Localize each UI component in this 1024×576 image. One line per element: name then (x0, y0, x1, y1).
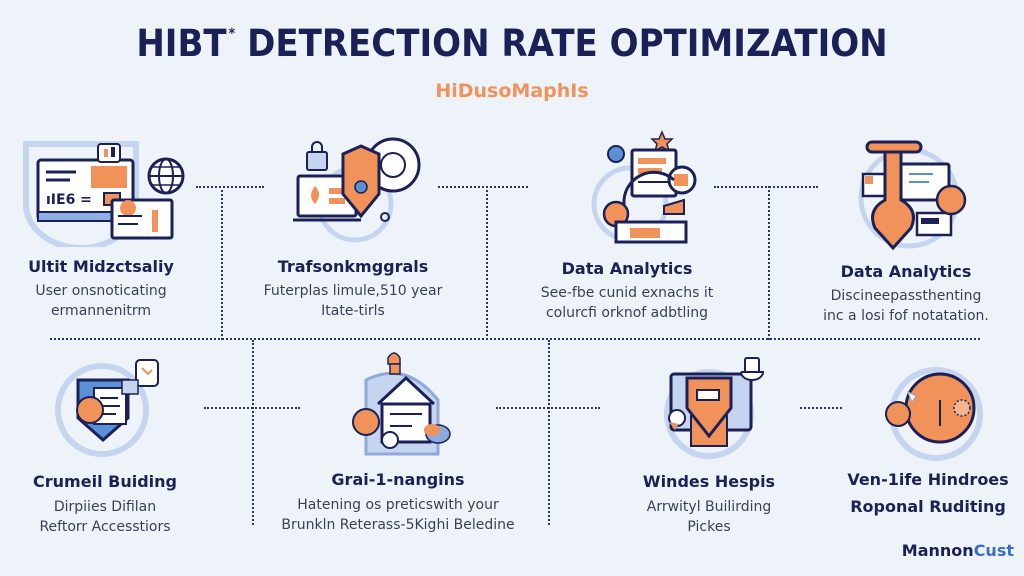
card-desc: Discineepassthenting (830, 288, 982, 304)
card-desc: Arrwityl Builirding (646, 499, 772, 515)
brand-logo: MannonCust (902, 541, 1014, 560)
card-desc: Futerplas limule,510 year (263, 283, 443, 299)
card-heading: Crumeil Buiding (33, 472, 177, 491)
card-desc: User onsnoticating (35, 283, 167, 299)
connector-line (768, 186, 770, 340)
svg-text:ıIE6 =: ıIE6 = (46, 192, 92, 208)
card-heading: Trafsonkmggrals (277, 257, 429, 276)
connector-line (196, 186, 264, 188)
location-pin-screen-icon (649, 356, 769, 460)
title-prefix: HIBT (136, 22, 227, 65)
card-desc: Brunkln Reterass-5Kighi Beledine (281, 517, 515, 533)
feature-card: Crumeil Buiding Dirpiies Difilan Reftorr… (10, 358, 200, 537)
subtitle: HiDusoMaphIs (435, 80, 589, 102)
card-heading: Data Analytics (561, 259, 693, 278)
card-desc: ermannenitrm (50, 303, 152, 319)
connector-line (714, 186, 818, 188)
feature-card: Ven-1ife Hindroes Roponal Ruditing (840, 362, 1016, 516)
card-heading: Windes Hespis (642, 472, 776, 491)
card-desc: inc a losi fof notatation. (823, 308, 989, 324)
card-heading: Data Analytics (840, 262, 972, 281)
feature-card: Data Analytics Discineepassthenting inc … (808, 138, 1004, 326)
shield-laptop-lock-icon (273, 132, 433, 247)
connector-line (438, 186, 528, 188)
monitor-dashboard-globe-icon: ıIE6 = (16, 132, 186, 251)
connector-line (496, 407, 600, 409)
brand-accent: Cust (973, 541, 1014, 560)
connector-line (252, 340, 254, 525)
connector-line (50, 338, 980, 340)
card-heading: Ven-1ife Hindroes (847, 470, 1009, 489)
card-heading: Grai-1-nangins (331, 470, 465, 489)
card-desc: Dirpiies Difilan (53, 499, 157, 515)
data-analytics-report-icon (552, 122, 702, 247)
connector-line (800, 407, 842, 409)
feature-card: Grai-1-nangins Hatening os preticswith y… (258, 348, 538, 535)
house-blueprint-icon (328, 348, 468, 460)
card-heading: Roponal Ruditing (850, 497, 1006, 516)
feature-card: Windes Hespis Arrwityl Builirding Pickes (614, 356, 804, 537)
card-desc: colurcfi orknof adbtling (545, 305, 709, 321)
brand-main: Mannon (901, 541, 974, 560)
connector-line (221, 190, 223, 340)
connector-line (548, 340, 550, 525)
card-desc: Itate-tirls (321, 303, 385, 319)
connector-line (204, 407, 300, 409)
feature-card: Data Analytics See-fbe cunid exnachs it … (514, 122, 740, 323)
card-heading: Ultit Midzctsaliy (28, 257, 174, 276)
pen-nib-document-icon (841, 138, 971, 251)
feature-card: Trafsonkmggrals Futerplas limule,510 yea… (248, 132, 458, 321)
feature-card: ıIE6 = Ultit Midzctsaliy User onsnoticat… (8, 132, 194, 321)
connector-line (486, 190, 488, 340)
shield-document-icon (40, 358, 170, 458)
title-mark: * (228, 26, 236, 42)
card-desc: Pickes (687, 519, 731, 535)
card-desc: Hatening os preticswith your (297, 497, 499, 513)
title-main: DETRECTION RATE OPTIMIZATION (235, 22, 888, 65)
orange-sphere-icon (868, 362, 988, 462)
card-desc: See-fbe cunid exnachs it (540, 285, 714, 301)
card-desc: Reftorr Accesstiors (39, 519, 171, 535)
page-title: HIBT * DETRECTION RATE OPTIMIZATION (41, 22, 983, 65)
